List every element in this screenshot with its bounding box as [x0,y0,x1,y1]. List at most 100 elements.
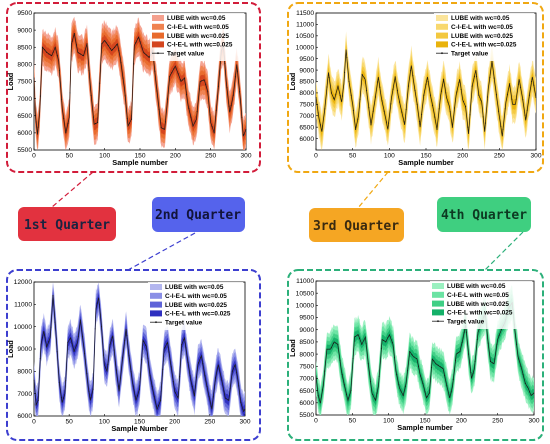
q2-target-point [189,375,191,377]
q1-target-point [118,50,120,52]
q2-target-point [149,375,151,377]
q3-target-point [396,90,398,92]
q2-target-point [195,376,198,378]
q1-target-point [109,48,111,50]
q1-target-point [183,77,186,79]
q4-connector [484,231,524,271]
q1-xtick-label: 150 [134,153,145,160]
q3-target-point [509,83,511,85]
q3-target-point [438,108,440,110]
q3-legend-swatch [436,41,448,48]
q1-target-point [226,87,228,89]
q1-legend-label: LUBE with wc=0.05 [167,15,226,22]
q1-target-point [94,123,97,125]
q4-target-point [315,375,317,377]
q3-target-point [381,100,383,102]
q3-target-point [495,94,497,96]
q4-legend-swatch [432,300,444,307]
q1-target-point [160,127,162,129]
q3-legend-label: Target value [451,50,489,57]
q4-target-point [435,363,437,365]
q1-ytick-label: 6500 [17,113,32,120]
q3-target-point [511,98,513,100]
q4-legend-swatch [432,283,444,289]
q2-target-point [39,357,41,360]
q1-target-point [207,91,209,93]
q4-target-point [332,342,334,344]
q4-target-point [400,390,402,392]
q2-legend-label: C-I-E-L with wc=0.025 [165,311,231,318]
q1-target-point [80,53,82,55]
q1-target-point [54,46,56,48]
q3-target-point [319,124,321,126]
q3-target-point [489,76,491,78]
q2-legend-bg [148,282,243,330]
q2-target-point [208,396,210,398]
q2-label: 2nd Quarter [155,208,241,223]
q1-target-point [130,118,133,120]
q2-target-point [48,340,50,342]
q2-target-point [168,351,170,353]
charts-layer: 0 50 100 150 200 250 300 5500 6000 6500 7000 7500 80… [6,10,542,433]
q1-target-point [224,62,226,65]
q2-target-point [81,336,84,338]
q3-target-point [467,126,469,128]
q3-xtick-label: 50 [349,153,357,160]
q3-target-point [513,103,515,105]
q1-connector [51,171,94,208]
q1-target-point [103,40,105,42]
q4-xtick-label: 250 [492,418,503,425]
q1-target-point [190,116,192,118]
q1-target-point [86,43,88,45]
q3-target-point [451,126,453,128]
q1-ytick-label: 7500 [17,79,32,86]
q4-target-point [424,391,426,393]
q3-ytick-label: 10500 [296,33,315,40]
q3-legend-label: LUBE with wc=0.025 [451,33,513,40]
q2-connector [127,232,196,271]
q2-target-point [84,352,86,355]
q2-target-point [132,385,134,387]
q4-ytick-label: 7500 [299,363,314,370]
q2-target-point [113,349,115,351]
q2-target-point [86,373,88,375]
q4-target-point [516,343,518,345]
q3-target-point [429,94,431,96]
q1-target-point [46,51,48,53]
q4-target-point [411,354,413,356]
q4-target-point [476,338,478,341]
q2-target-point [100,326,103,328]
q3-legend-swatch [436,32,448,39]
q3-target-point [341,95,343,97]
q2-target-point [164,347,166,349]
q4-legend-label: Target value [447,318,485,325]
q3-target-point [528,94,530,96]
q3-target-point [487,96,489,98]
q3-target-point [366,90,368,92]
q1-target-point [239,91,241,93]
q1-target-point [139,40,141,42]
q4-target-point [426,396,428,398]
q3-target-point [454,107,456,109]
q2-target-point [56,351,58,353]
q3-target-point [363,77,365,79]
q4-ytick-label: 10000 [296,303,315,310]
q1-target-point [186,93,188,96]
q2-target-point [122,357,124,359]
q2-legend: LUBE with wc=0.05 C-I-E-L with wc=0.05 LUB… [148,282,243,330]
q2-xtick-label: 150 [134,419,145,426]
q3-target-point [317,112,319,114]
q1-target-point [154,70,156,72]
q3-target-point [337,85,339,87]
q1-legend-bg [150,13,244,61]
q3-target-point [328,76,330,79]
q2-target-point [200,356,202,359]
q4-legend: LUBE with wc=0.05 C-I-E-L with wc=0.05 LUB… [430,281,532,329]
q4-target-point [365,343,367,345]
q3-target-point [383,110,385,112]
q4-ytick-label: 6000 [299,400,314,407]
q2-band-4 [34,290,245,416]
q1-target-point [73,32,75,35]
q2-target-point [153,396,155,398]
q1-target-point [243,134,245,136]
